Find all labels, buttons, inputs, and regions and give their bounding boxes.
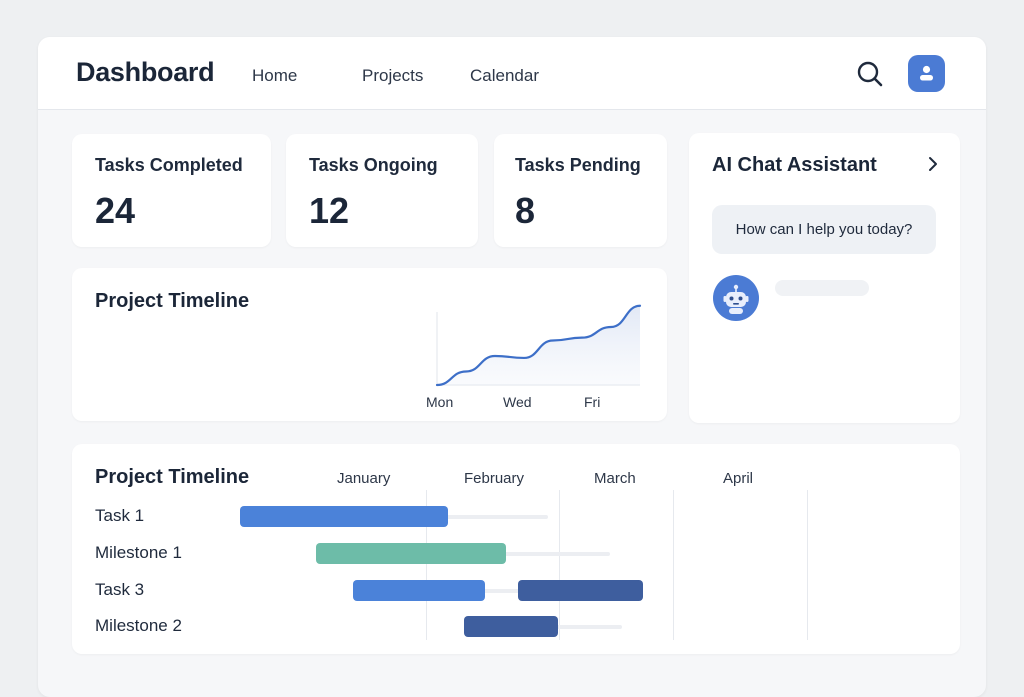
task-label: Task 3 (95, 580, 145, 599)
month-label: March (594, 470, 636, 487)
grid-line (426, 490, 427, 640)
gantt-bar[interactable] (518, 580, 644, 601)
stat-value: 24 (95, 190, 136, 231)
x-tick-label: Wed (503, 394, 532, 410)
stat-card-completed: Tasks Completed 24 (72, 134, 271, 247)
grid-line (559, 490, 560, 640)
chat-title: AI Chat Assistant (712, 154, 877, 176)
typing-indicator (775, 280, 869, 296)
x-tick-label: Fri (584, 394, 601, 410)
gantt-track (352, 589, 644, 593)
stat-label: Tasks Completed (95, 155, 243, 175)
month-label: January (337, 470, 391, 487)
trend-line (435, 304, 642, 387)
task-label: Milestone 2 (95, 616, 182, 635)
robot-icon (713, 275, 759, 321)
trend-title: Project Timeline (95, 290, 250, 312)
gantt-card: Project Timeline January February March … (72, 444, 960, 654)
stat-value: 8 (515, 190, 536, 231)
chevron-right-icon (929, 157, 937, 171)
month-label: April (723, 470, 754, 487)
top-bar: Dashboard Home Projects Calendar (38, 37, 986, 110)
chat-card: AI Chat Assistant How can I help you tod… (689, 133, 960, 423)
gantt-bar[interactable] (352, 580, 485, 601)
stat-card-pending: Tasks Pending 8 (494, 134, 667, 247)
grid-line (807, 490, 808, 640)
task-label: Task 1 (95, 506, 145, 525)
trend-chart (435, 304, 642, 387)
stat-value: 12 (309, 190, 350, 231)
nav-calendar[interactable]: Calendar (470, 66, 539, 85)
month-label: February (464, 470, 525, 487)
trend-card: Project Timeline Mon Wed Fri (72, 268, 667, 421)
gantt-bar[interactable] (464, 616, 558, 637)
grid-line (673, 490, 674, 640)
page-title: Dashboard (76, 57, 215, 87)
gantt-title: Project Timeline (95, 466, 250, 488)
gantt-bar[interactable] (315, 543, 507, 564)
stat-label: Tasks Pending (515, 155, 641, 175)
trend-area (437, 305, 640, 385)
nav-projects[interactable]: Projects (362, 66, 424, 85)
app-window: Dashboard Home Projects Calendar Tasks C… (38, 37, 986, 697)
stat-label: Tasks Ongoing (309, 155, 438, 175)
task-label: Milestone 1 (95, 543, 182, 562)
search-button[interactable] (855, 59, 885, 89)
x-tick-label: Mon (426, 394, 454, 410)
nav-home[interactable]: Home (252, 66, 298, 85)
bot-avatar (713, 275, 759, 321)
gantt-bar[interactable] (240, 506, 448, 527)
chat-message: How can I help you today? (712, 205, 936, 254)
stat-card-ongoing: Tasks Ongoing 12 (286, 134, 478, 247)
user-avatar-button[interactable] (908, 55, 945, 92)
chat-expand-button[interactable] (925, 156, 941, 172)
user-icon (920, 65, 933, 81)
search-icon (857, 61, 883, 87)
